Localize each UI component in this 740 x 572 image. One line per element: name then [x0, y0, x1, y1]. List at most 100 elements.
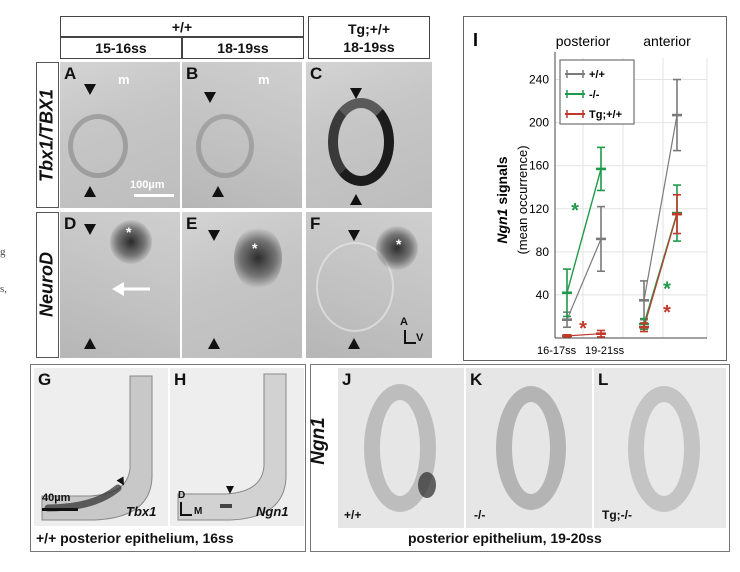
arrowhead-down-b [204, 92, 216, 103]
epithelium-g [41, 375, 153, 521]
gh-frame [30, 364, 306, 552]
orientation-d: D [178, 490, 186, 501]
x-tick-label: 16-17ss [537, 345, 577, 357]
y-tick-label: 160 [529, 159, 549, 173]
region-label-anterior: anterior [643, 33, 691, 49]
y-tick-label: 240 [529, 73, 549, 87]
row-label-top: Tbx1/TBX1 [36, 88, 57, 183]
otic-vesicle-outline [196, 114, 254, 178]
header-wt: +/+ [60, 16, 304, 37]
panel-e: E * [182, 212, 302, 358]
panel-label-f: F [310, 214, 321, 233]
neurod-signal [376, 226, 418, 270]
panel-g: G 40µm Tbx1 [34, 368, 168, 526]
scale-bar-top-label: 100µm [130, 179, 165, 191]
y-axis-label-gene: Ngn1 [494, 205, 510, 244]
y-tick-label: 40 [536, 288, 550, 302]
scale-bar-bottom [42, 508, 78, 511]
orientation-m: M [194, 506, 203, 517]
header-tg-stage: 18-19ss [343, 38, 395, 55]
star-marker-f: * [396, 236, 402, 252]
neurod-signal [234, 226, 282, 290]
panel-l: L Tg;-/- [594, 368, 726, 528]
significance-asterisk: * [663, 278, 671, 300]
ngn1-chart: I 40 80 120 160 200 240 posterior anterior Ngn1 s… [473, 30, 708, 357]
epithelium-ring-k [496, 386, 566, 510]
panel-f: F * A V [306, 212, 432, 358]
gene-label-h: Ngn1 [256, 504, 289, 519]
star-marker-e: * [252, 240, 258, 256]
otic-vesicle-outline [68, 114, 128, 178]
y-tick-label: 200 [529, 116, 549, 130]
y-tick-label: 80 [536, 245, 550, 259]
orientation-axis-dm [180, 502, 192, 516]
panel-label-c: C [310, 64, 323, 83]
header-stage-a: 15-16ss [60, 37, 182, 59]
genotype-j: +/+ [344, 508, 362, 522]
legend-label: Tg;+/+ [589, 109, 622, 121]
panel-label-j: J [342, 370, 352, 389]
arrowhead-up-f [348, 338, 360, 349]
panel-label-h: H [174, 370, 187, 389]
series-line-posterior [566, 333, 602, 337]
arrowhead-down-f [348, 230, 360, 241]
ngn1-signal-j [418, 472, 436, 498]
chart-panel-i [463, 16, 727, 361]
legend-label: -/- [589, 89, 600, 101]
row-label-bottom-box [36, 212, 59, 358]
marker-m-b: m [258, 72, 270, 87]
significance-asterisk: * [663, 302, 671, 324]
significance-asterisk: * [579, 318, 587, 340]
white-arrow [112, 282, 150, 296]
gh-caption: +/+ posterior epithelium, 16ss [36, 530, 234, 546]
gene-label-g: Tbx1 [126, 504, 157, 519]
arrowhead-up-d [84, 338, 96, 349]
arrowhead-h [226, 486, 234, 494]
orientation-axis [404, 330, 416, 344]
neurod-signal [110, 220, 152, 264]
arrowhead-up-b [212, 186, 224, 197]
arrowhead-down-d [84, 224, 96, 235]
epithelium-h [177, 373, 287, 521]
panel-label-d: D [64, 214, 77, 233]
scale-bar-bottom-label: 40µm [42, 492, 71, 504]
margin-fragment-2: s, [0, 283, 8, 295]
series-line-posterior [566, 238, 602, 320]
arrowhead-down-c [350, 88, 362, 99]
jkl-row-label: Ngn1 [308, 417, 329, 465]
panel-label-i: I [473, 30, 478, 50]
header-tg: Tg;+/+ 18-19ss [308, 16, 430, 59]
panel-label-g: G [38, 370, 52, 389]
star-marker-d: * [126, 224, 132, 240]
row-label-top-box [36, 62, 59, 208]
y-axis-label-rest: signals [494, 156, 510, 204]
orientation-a: A [400, 316, 408, 328]
otic-vesicle-outline [328, 98, 394, 186]
panel-label-k: K [470, 370, 483, 389]
x-tick-label: 19-21ss [585, 345, 625, 357]
series-line-posterior [566, 168, 602, 293]
header-stage-b: 18-19ss [182, 37, 304, 59]
region-label-posterior: posterior [556, 33, 611, 49]
panel-a: A m 100µm [60, 62, 180, 208]
y-axis-label: Ngn1 signals [494, 156, 510, 243]
panel-j: J +/+ [338, 368, 464, 528]
genotype-k: -/- [474, 508, 486, 522]
margin-fragment-1: g [0, 246, 6, 258]
genotype-l: Tg;-/- [602, 508, 632, 522]
epithelium-ring-l [628, 386, 700, 512]
arrowhead-down-e [208, 230, 220, 241]
panel-label-l: L [598, 370, 609, 389]
jkl-caption: posterior epithelium, 19-20ss [408, 530, 602, 546]
panel-b: B m [182, 62, 302, 208]
legend-label: +/+ [589, 69, 605, 81]
significance-asterisk: * [571, 200, 579, 222]
otic-vesicle-outline [316, 242, 394, 332]
panel-label-a: A [64, 64, 77, 83]
y-tick-label: 120 [529, 202, 549, 216]
panel-label-e: E [186, 214, 198, 233]
row-label-bottom: NeuroD [36, 252, 57, 318]
panel-c: C [306, 62, 432, 208]
marker-m-a: m [118, 72, 130, 87]
arrowhead-up-a [84, 186, 96, 197]
